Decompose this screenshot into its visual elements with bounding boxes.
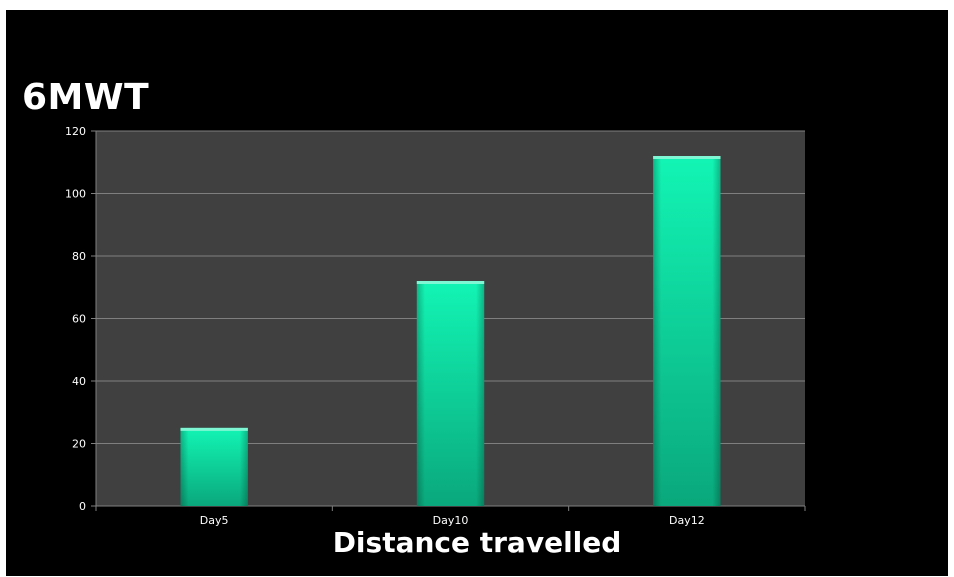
chart-title: 6MWT — [22, 77, 150, 118]
bar-shade — [416, 281, 485, 506]
bar-group — [653, 156, 721, 506]
y-tick-label: 60 — [72, 313, 86, 326]
bar-cap — [180, 427, 248, 431]
tick-labels: 0 20 40 60 80 100 120 Day5 Day10 Day12 — [65, 125, 705, 527]
x-tick-label: Day5 — [200, 514, 229, 527]
bar-chart: 0 20 40 60 80 100 120 Day5 Day10 Day12 — [65, 125, 806, 527]
bar-shade — [653, 156, 721, 506]
y-tick-label: 120 — [65, 125, 86, 138]
bar-group — [416, 281, 485, 506]
y-tick-label: 100 — [65, 188, 86, 201]
chart-slide: 6MWT 0 20 40 60 80 100 120 Day5 Day10 Day12 Dista… — [6, 10, 948, 576]
x-tick-label: Day10 — [433, 514, 469, 527]
y-tick-label: 80 — [72, 250, 86, 263]
bar-shade — [180, 427, 248, 506]
y-tick-label: 20 — [72, 438, 86, 451]
bar-cap — [416, 281, 485, 284]
bar-cap — [653, 156, 721, 159]
y-tick-label: 0 — [79, 500, 86, 513]
bar-group — [180, 427, 248, 506]
x-tick-label: Day12 — [669, 514, 705, 527]
x-axis-title: Distance travelled — [332, 526, 622, 559]
bars — [180, 156, 721, 506]
y-tick-label: 40 — [72, 375, 86, 388]
